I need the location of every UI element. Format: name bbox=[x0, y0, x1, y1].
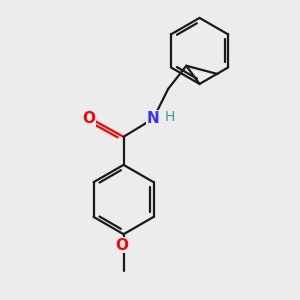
Text: N: N bbox=[147, 111, 160, 126]
Text: O: O bbox=[82, 111, 95, 126]
Text: H: H bbox=[165, 110, 175, 124]
Text: O: O bbox=[116, 238, 128, 253]
